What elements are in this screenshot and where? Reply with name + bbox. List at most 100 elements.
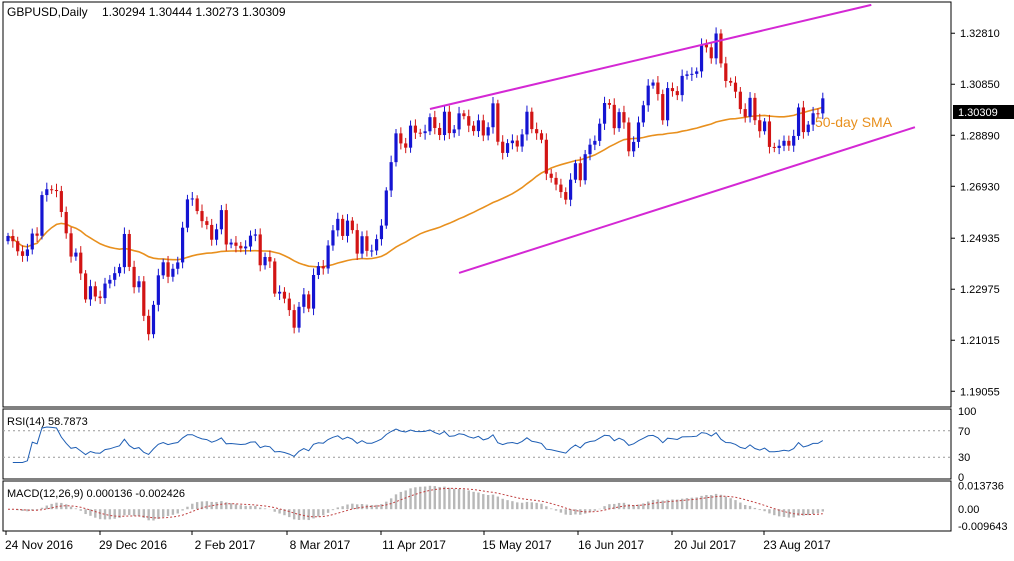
- candle-body: [16, 241, 20, 252]
- candle-body: [11, 235, 15, 242]
- candle-body: [593, 140, 597, 145]
- candle-body: [239, 245, 243, 249]
- time-tick-label: 8 Mar 2017: [290, 538, 351, 552]
- candle-body: [588, 144, 592, 155]
- candle-body: [181, 227, 185, 263]
- price-tick-label: 1.22975: [960, 284, 1000, 296]
- candle-body: [384, 190, 388, 226]
- candle-body: [103, 283, 107, 299]
- candle-body: [127, 233, 131, 267]
- candle-body: [166, 262, 170, 277]
- candle-body: [54, 189, 59, 192]
- candle-body: [598, 123, 602, 141]
- candle-body: [297, 306, 301, 328]
- rsi-pane: [2, 408, 952, 480]
- candle-body: [811, 113, 815, 125]
- candle-body: [263, 256, 267, 266]
- candle-body: [559, 184, 563, 193]
- candle-body: [602, 103, 607, 124]
- candle-body: [331, 230, 335, 246]
- candle-body: [544, 139, 548, 174]
- candle-body: [457, 113, 461, 130]
- rsi-level-label: 30: [958, 452, 970, 464]
- candle-body: [253, 234, 257, 236]
- candle-body: [719, 33, 723, 64]
- candle-body: [399, 133, 403, 144]
- candle-body: [156, 275, 160, 305]
- candle-body: [462, 113, 466, 117]
- candle-body: [88, 286, 93, 300]
- candle-body: [370, 250, 374, 252]
- candle-body: [6, 235, 10, 242]
- macd-level-label: 0.013736: [958, 481, 1004, 493]
- candle-body: [214, 229, 219, 240]
- price-tick-label: 1.30850: [960, 79, 1000, 91]
- candle-body: [316, 266, 320, 275]
- price-tick-label: 1.19055: [960, 386, 1000, 398]
- candle-body: [704, 44, 708, 48]
- candle-body: [273, 261, 277, 294]
- candle-body: [132, 266, 136, 288]
- time-tick-label: 29 Dec 2016: [99, 538, 167, 552]
- candle-body: [486, 127, 490, 136]
- candle-body: [282, 291, 287, 299]
- candle-body: [404, 143, 408, 148]
- candle-body: [549, 173, 553, 178]
- candle-body: [161, 262, 165, 276]
- candle-body: [418, 132, 422, 134]
- candle-body: [210, 224, 214, 240]
- candle-body: [636, 122, 641, 142]
- time-tick-label: 15 May 2017: [482, 538, 552, 552]
- candle-body: [651, 82, 655, 86]
- candle-body: [350, 220, 354, 231]
- candle-body: [569, 179, 573, 200]
- ohlc-label: 1.30294 1.30444 1.30273 1.30309: [102, 5, 286, 19]
- candle-body: [171, 268, 175, 277]
- price-tick-label: 1.24935: [960, 233, 1000, 245]
- candle-body: [79, 252, 83, 274]
- candle-body: [452, 129, 456, 134]
- candle-body: [690, 73, 694, 75]
- candle-body: [539, 133, 544, 140]
- time-tick-label: 20 Jul 2017: [674, 538, 736, 552]
- channel-upper-line: [429, 3, 872, 110]
- candle-body: [627, 122, 631, 152]
- macd-level-label: -0.009643: [958, 521, 1008, 533]
- price-tick-label: 1.28890: [960, 130, 1000, 142]
- candle-body: [476, 120, 481, 132]
- candle-body: [438, 127, 442, 136]
- sma-50: [7, 106, 824, 268]
- candle-body: [787, 140, 791, 146]
- candle-body: [729, 80, 733, 83]
- candle-body: [714, 33, 718, 59]
- candle-body: [408, 125, 413, 148]
- rsi-line: [12, 426, 824, 463]
- candle-body: [816, 113, 820, 115]
- candle-body: [394, 133, 398, 163]
- candle-body: [219, 210, 223, 230]
- candle-body: [433, 117, 437, 128]
- candle-body: [472, 125, 476, 132]
- candle-body: [796, 107, 801, 136]
- candle-body: [40, 195, 44, 236]
- candle-body: [801, 107, 805, 133]
- candle-body: [375, 239, 379, 251]
- candle-body: [190, 198, 194, 200]
- candle-body: [142, 281, 146, 316]
- candle-body: [74, 252, 78, 257]
- time-tick-label: 2 Feb 2017: [195, 538, 256, 552]
- sma-label: 50-day SMA: [815, 114, 893, 130]
- candle-body: [292, 310, 296, 328]
- time-tick-label: 24 Nov 2016: [5, 538, 73, 552]
- candle-body: [656, 82, 660, 95]
- rsi-level-label: 70: [958, 426, 970, 438]
- candle-body: [113, 273, 117, 280]
- candle-body: [675, 91, 679, 96]
- candle-body: [365, 236, 369, 251]
- trend-channel: [429, 3, 916, 274]
- candle-body: [583, 154, 587, 181]
- candle-body: [724, 63, 728, 81]
- candle-body: [515, 140, 519, 147]
- candle-body: [501, 141, 505, 153]
